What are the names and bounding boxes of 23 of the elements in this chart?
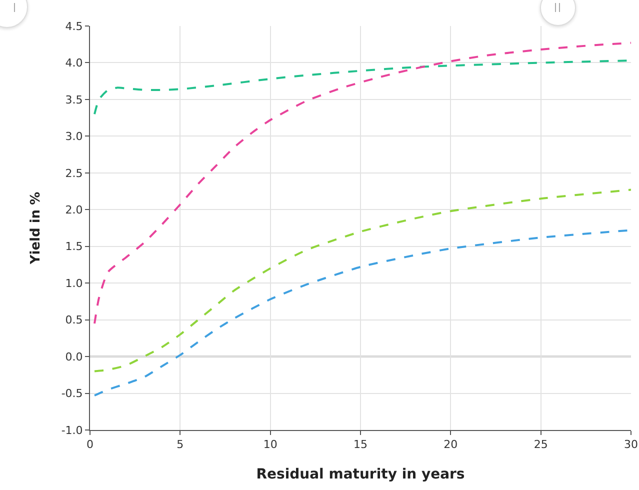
x-tick-label: 10 xyxy=(263,438,278,452)
y-tick-label: 0.0 xyxy=(65,350,83,364)
y-tick-label: 2.0 xyxy=(65,203,83,216)
y-tick-label: 3.0 xyxy=(65,130,83,144)
y-tick-label: 4.5 xyxy=(65,20,83,33)
y-tick-label: -1.0 xyxy=(61,424,83,437)
x-tick-label: 30 xyxy=(624,438,638,452)
y-axis-title: Yield in % xyxy=(28,192,44,266)
y-tick-label: -0.5 xyxy=(61,387,83,400)
x-tick-label: 25 xyxy=(534,438,548,452)
x-axis-title: Residual maturity in years xyxy=(256,466,465,482)
line-series xyxy=(94,42,631,324)
x-tick-label: 20 xyxy=(444,438,458,452)
y-tick-label: 3.5 xyxy=(65,93,83,106)
y-tick-label: 4.0 xyxy=(65,56,83,70)
y-tick-label: 1.0 xyxy=(65,276,83,290)
line-series xyxy=(94,188,631,372)
y-tick-label: 1.5 xyxy=(65,240,83,254)
y-tick-label: 0.5 xyxy=(65,314,83,327)
y-tick-label: 2.5 xyxy=(65,166,83,180)
x-tick-label: 0 xyxy=(86,438,94,452)
x-tick-label: 15 xyxy=(354,438,368,452)
x-tick-label: 5 xyxy=(176,438,184,452)
